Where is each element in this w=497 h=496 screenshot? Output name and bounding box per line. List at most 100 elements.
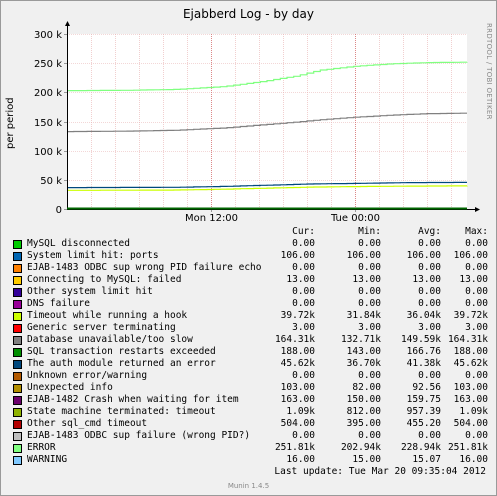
y-tick-label: 0 — [56, 205, 62, 216]
legend-row: Generic server terminating 3.00 3.00 3.00 3.… — [13, 322, 489, 334]
legend-swatch — [13, 324, 22, 333]
series-line — [67, 185, 468, 191]
legend-stat-value: 150.00 — [346, 394, 381, 405]
legend-column-header: Min: — [358, 226, 381, 237]
legend-column-header: Avg: — [418, 226, 441, 237]
legend-stat-value: 13.00 — [286, 274, 315, 285]
series-line — [67, 112, 467, 133]
legend-stat-value: 188.00 — [280, 346, 315, 357]
legend-stat-value: 0.00 — [358, 430, 381, 441]
legend-series-name: Timeout while running a hook — [27, 310, 188, 321]
legend-swatch — [13, 252, 22, 261]
legend-stat-value: 0.00 — [292, 370, 315, 381]
legend-swatch — [13, 288, 22, 297]
legend-stat-value: 0.00 — [418, 370, 441, 381]
legend-stat-value: 0.00 — [292, 430, 315, 441]
legend-stat-value: 0.00 — [358, 238, 381, 249]
legend-stat-value: 3.00 — [292, 322, 315, 333]
legend-column-header: Cur: — [292, 226, 315, 237]
legend-series-name: SQL transaction restarts exceeded — [27, 346, 216, 357]
legend-stat-value: 0.00 — [418, 430, 441, 441]
legend-stat-value: 163.00 — [280, 394, 315, 405]
legend-stat-value: 0.00 — [292, 262, 315, 273]
legend-stat-value: 3.00 — [465, 322, 488, 333]
legend-stat-value: 103.00 — [280, 382, 315, 393]
legend-swatch — [13, 312, 22, 321]
legend-stat-value: 0.00 — [358, 298, 381, 309]
legend-swatch — [13, 396, 22, 405]
legend-stat-value: 0.00 — [358, 262, 381, 273]
legend-row: MySQL disconnected 0.00 0.00 0.00 0.00 — [13, 238, 489, 250]
legend-series-name: Connecting to MySQL: failed — [27, 274, 182, 285]
legend-row: Other system limit hit 0.00 0.00 0.00 0.00 — [13, 286, 489, 298]
legend-series-name: System limit hit: ports — [27, 250, 159, 261]
legend-stat-value: 106.00 — [453, 250, 488, 261]
legend-stat-value: 164.31k — [274, 334, 315, 345]
legend-series-name: EJAB-1483 ODBC sup failure (wrong PID?) — [27, 430, 251, 441]
legend-series-name: Database unavailable/too slow — [27, 334, 193, 345]
legend-series-name: Unknown error/warning — [27, 370, 148, 381]
plot-area: 0 50 k 100 k 150 k 200 k 250 k 300 k Mon 12:00 T… — [34, 21, 480, 224]
munin-footer: Munin 1.4.5 — [227, 482, 270, 490]
legend-stat-value: 13.00 — [459, 274, 488, 285]
chart-title: Ejabberd Log - by day — [182, 7, 315, 21]
legend-row: EJAB-1482 Crash when waiting for item 163… — [13, 394, 489, 406]
legend-row: The auth module returned an error 45.62k 3… — [13, 358, 489, 370]
legend-stat-value: 164.31k — [447, 334, 488, 345]
y-tick-label: 50 k — [40, 176, 62, 187]
legend-series-name: State machine terminated: timeout — [27, 406, 216, 417]
legend-swatch — [13, 384, 22, 393]
legend-stat-value: 82.00 — [352, 382, 381, 393]
legend-stat-value: 13.00 — [412, 274, 441, 285]
legend-stat-value: 3.00 — [418, 322, 441, 333]
legend-stat-value: 3.00 — [358, 322, 381, 333]
legend-stat-value: 132.71k — [340, 334, 381, 345]
legend-stat-value: 228.94k — [400, 442, 441, 453]
legend-stat-value: 31.84k — [346, 310, 381, 321]
legend-stat-value: 0.00 — [465, 370, 488, 381]
legend-stat-value: 15.00 — [352, 454, 381, 465]
legend-row: EJAB-1483 ODBC sup wrong PID failure ech… — [13, 262, 489, 274]
legend-stat-value: 0.00 — [465, 430, 488, 441]
rrdtool-credit: RRDTOOL / TOBI OETIKER — [485, 23, 493, 120]
legend-series-name: EJAB-1483 ODBC sup wrong PID failure ech… — [27, 262, 262, 273]
legend-column-header: Max: — [465, 226, 488, 237]
legend-stat-value: 0.00 — [465, 286, 488, 297]
legend: Cur: Min: Avg: Max: MySQL disconnected 0.00 0… — [13, 226, 489, 466]
legend-stat-value: 188.00 — [453, 346, 488, 357]
legend-swatch — [13, 336, 22, 345]
legend-stat-value: 0.00 — [358, 286, 381, 297]
legend-swatch — [13, 372, 22, 381]
legend-row: Unknown error/warning 0.00 0.00 0.00 0.00 — [13, 370, 489, 382]
legend-stat-value: 45.62k — [453, 358, 488, 369]
legend-stat-value: 39.72k — [453, 310, 488, 321]
legend-stat-value: 0.00 — [358, 370, 381, 381]
legend-stat-value: 45.62k — [280, 358, 315, 369]
legend-stat-value: 13.00 — [352, 274, 381, 285]
x-axis-arrow — [475, 207, 480, 212]
legend-stat-value: 106.00 — [406, 250, 441, 261]
legend-swatch — [13, 300, 22, 309]
legend-stat-value: 0.00 — [465, 298, 488, 309]
legend-stat-value: 15.07 — [412, 454, 441, 465]
legend-swatch — [13, 348, 22, 357]
legend-stat-value: 455.20 — [406, 418, 441, 429]
legend-series-name: ERROR — [27, 442, 56, 453]
legend-stat-value: 504.00 — [453, 418, 488, 429]
legend-stat-value: 143.00 — [346, 346, 381, 357]
legend-row: Database unavailable/too slow 164.31k 132.… — [13, 334, 489, 346]
legend-stat-value: 0.00 — [292, 286, 315, 297]
legend-swatch — [13, 444, 22, 453]
legend-stat-value: 16.00 — [286, 454, 315, 465]
legend-swatch — [13, 276, 22, 285]
legend-series-name: Generic server terminating — [27, 322, 176, 333]
legend-row: System limit hit: ports 106.00 106.00 106.0… — [13, 250, 489, 262]
legend-stat-value: 202.94k — [340, 442, 381, 453]
legend-series-name: Unexpected info — [27, 382, 113, 393]
legend-stat-value: 251.81k — [447, 442, 488, 453]
legend-stat-value: 106.00 — [280, 250, 315, 261]
legend-row: SQL transaction restarts exceeded 188.00 1… — [13, 346, 489, 358]
legend-stat-value: 163.00 — [453, 394, 488, 405]
legend-stat-value: 36.04k — [406, 310, 441, 321]
legend-row: Unexpected info 103.00 82.00 92.56 103.00 — [13, 382, 489, 394]
